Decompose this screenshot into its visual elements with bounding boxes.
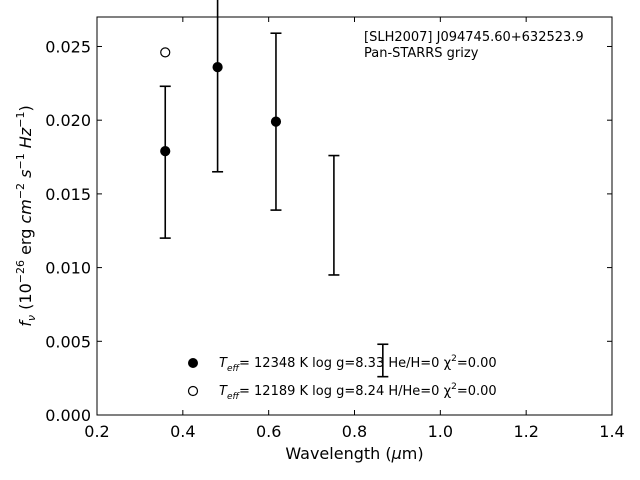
annotation-line-2: Pan-STARRS grizy <box>364 46 479 61</box>
model-point-filled <box>160 146 171 157</box>
legend-entry-1: Teff= 12348 K log g=8.33 He/H=0 χ2=0.00 <box>219 354 497 374</box>
data-point-group <box>160 47 282 157</box>
x-tick-label: 0.6 <box>256 422 281 441</box>
y-tick-label: 0.015 <box>45 185 91 204</box>
plot-frame <box>96 16 613 416</box>
model-point-open <box>160 47 171 58</box>
y-tick-label: 0.000 <box>45 406 91 425</box>
legend-entry-2: Teff= 12189 K log g=8.24 H/He=0 χ2=0.00 <box>219 382 497 402</box>
y-tick-label: 0.020 <box>45 111 91 130</box>
legend-marker-filled <box>188 358 198 368</box>
error-bar <box>159 85 171 239</box>
tick-group: 0.2 0.4 0.6 0.8 1.0 1.2 1.4 0.000 0.005 0.010 0.01… <box>45 17 625 441</box>
x-tick-label: 0.2 <box>84 422 109 441</box>
y-axis-label: fν (10−26 erg cm−2 s−1 Hz−1) <box>14 105 38 326</box>
legend: Teff= 12348 K log g=8.33 He/H=0 χ2=0.00 … <box>187 354 497 402</box>
annotation-line-1: [SLH2007] J094745.60+632523.9 <box>364 30 584 45</box>
y-tick-label: 0.005 <box>45 332 91 351</box>
x-tick-label: 1.2 <box>513 422 538 441</box>
plot-area <box>97 17 612 415</box>
x-tick-label: 0.8 <box>342 422 367 441</box>
x-tick-label: 1.0 <box>428 422 453 441</box>
model-point-filled <box>270 116 282 127</box>
x-axis-label: Wavelength (μm) <box>285 444 423 463</box>
legend-marker-open <box>187 385 199 397</box>
model-point-filled <box>212 62 223 73</box>
y-tick-label: 0.010 <box>45 259 91 278</box>
error-bar <box>377 343 389 378</box>
y-tick-label: 0.025 <box>45 37 91 56</box>
error-bar <box>328 154 340 276</box>
x-tick-label: 0.4 <box>170 422 195 441</box>
x-tick-label: 1.4 <box>599 422 624 441</box>
